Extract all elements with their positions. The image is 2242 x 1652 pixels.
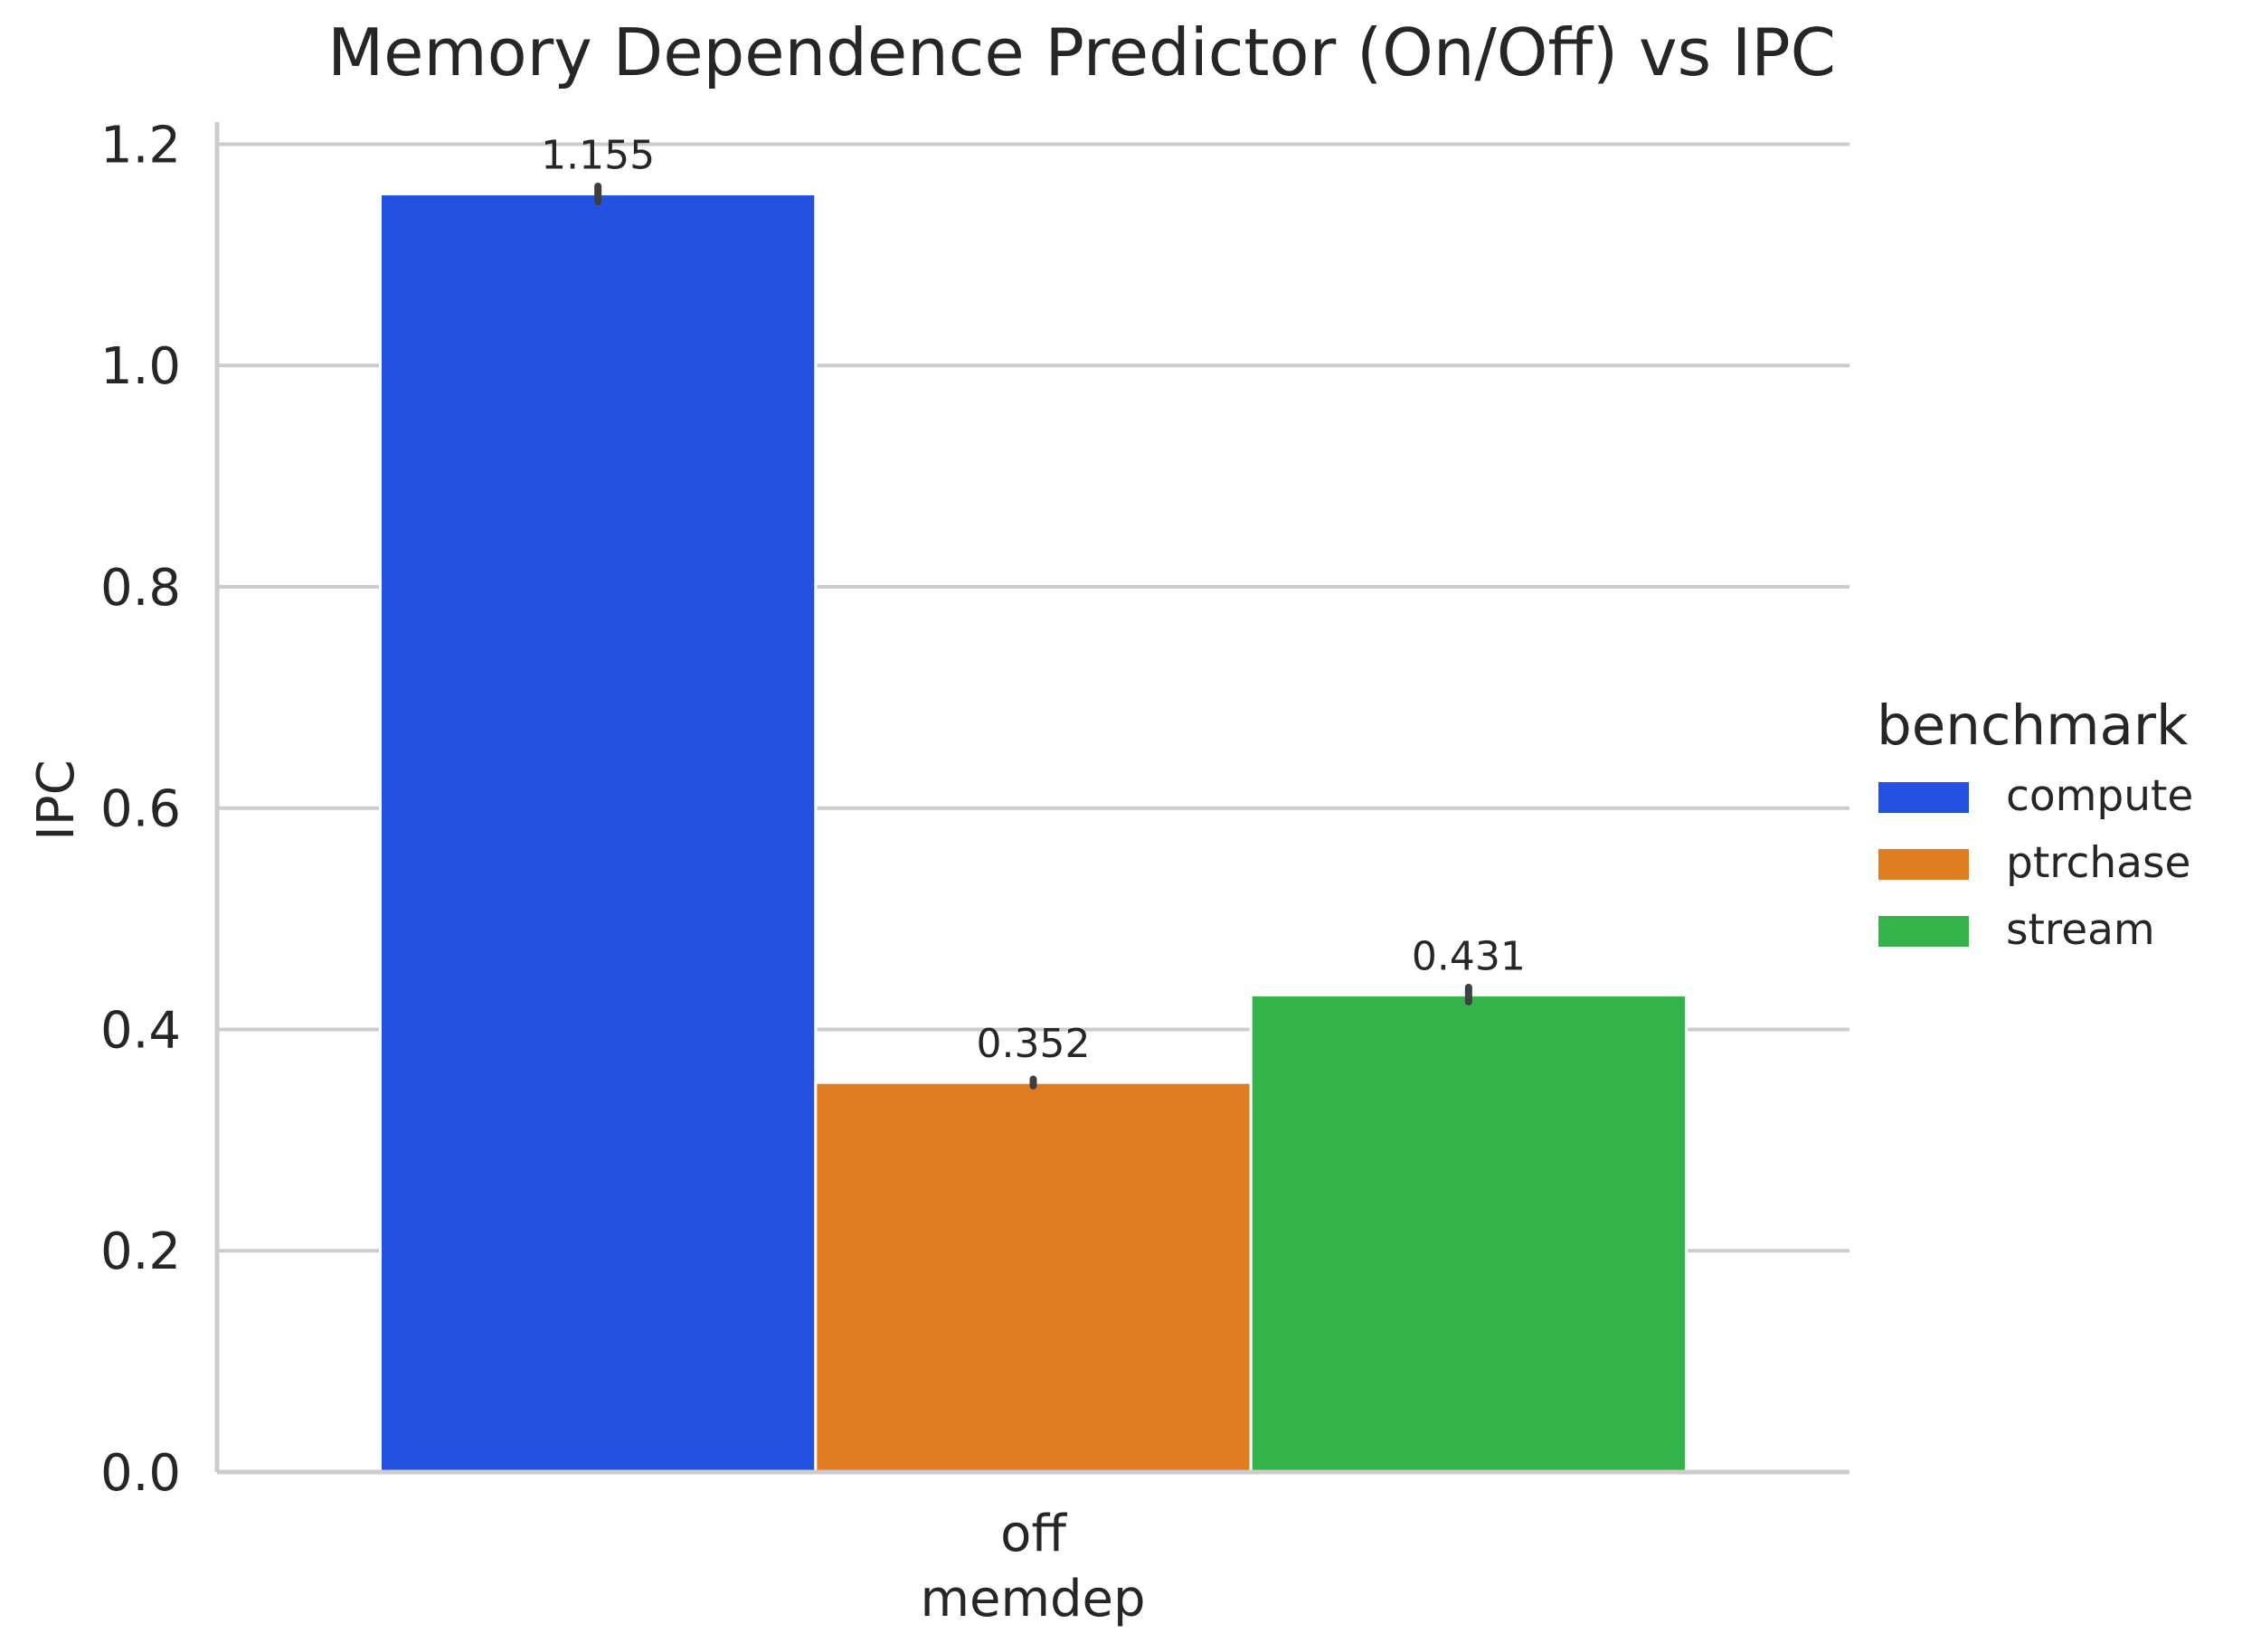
data-label-ptrchase: 0.352 (977, 1021, 1091, 1067)
legend-label-ptrchase: ptrchase (2006, 838, 2190, 888)
y-tick-label: 0.8 (100, 559, 181, 618)
y-tick-label: 1.2 (100, 116, 181, 175)
legend-items: compute ptrchase stream (1878, 771, 2193, 955)
y-axis-label: IPC (27, 760, 86, 840)
bar-ptrchase (814, 1081, 1253, 1474)
error-bars (594, 182, 1472, 1090)
x-tick-labels: off (1000, 1505, 1067, 1563)
data-label-compute: 1.155 (541, 133, 655, 179)
y-tick-label: 0.6 (100, 780, 181, 839)
legend-swatch-stream (1878, 916, 1969, 947)
data-labels: 1.155 0.352 0.431 (541, 133, 1526, 1068)
y-tick-label: 0.4 (100, 1001, 181, 1060)
chart-title: Memory Dependence Predictor (On/Off) vs … (327, 14, 1836, 90)
legend-swatch-ptrchase (1878, 849, 1969, 880)
y-tick-label: 1.0 (100, 337, 181, 396)
legend-label-compute: compute (2006, 771, 2193, 821)
x-axis-label: memdep (920, 1570, 1145, 1628)
legend: benchmark compute ptrchase stream (1877, 694, 2193, 955)
legend-label-stream: stream (2006, 905, 2155, 955)
y-tick-label: 0.0 (100, 1444, 181, 1503)
legend-title: benchmark (1877, 694, 2189, 758)
bars (379, 193, 1688, 1474)
y-tick-label: 0.2 (100, 1222, 181, 1281)
legend-swatch-compute (1878, 782, 1969, 813)
bar-stream (1249, 994, 1688, 1474)
bar-compute (379, 193, 818, 1474)
data-label-stream: 0.431 (1412, 934, 1526, 980)
x-tick-label: off (1000, 1505, 1067, 1563)
y-tick-labels: 0.0 0.2 0.4 0.6 0.8 1.0 1.2 (100, 116, 181, 1503)
